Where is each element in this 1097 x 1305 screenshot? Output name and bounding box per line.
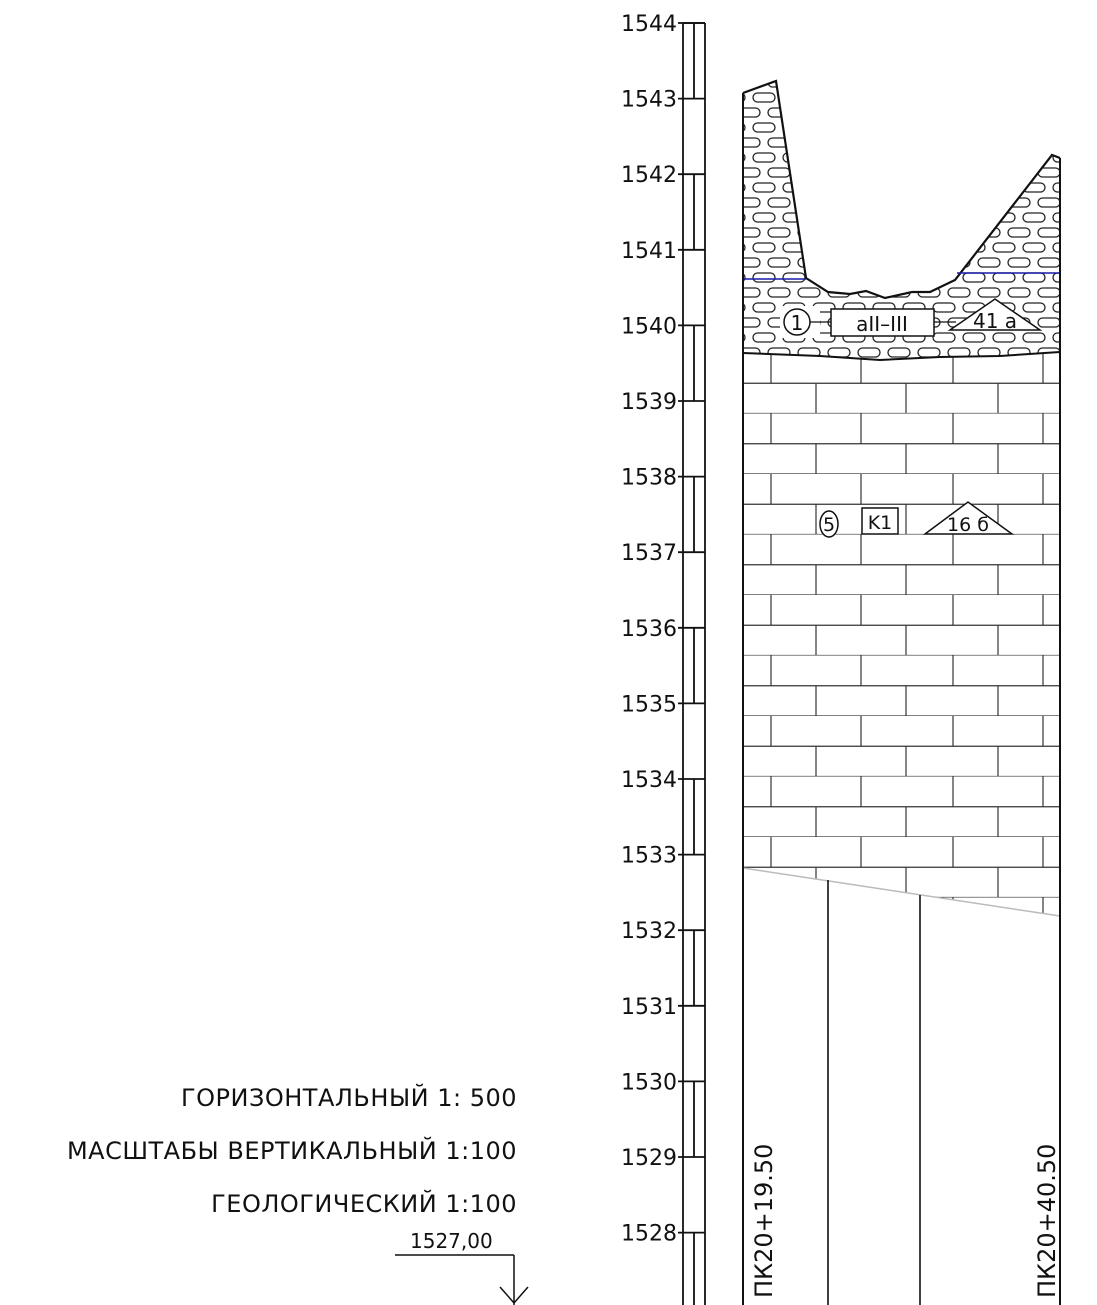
bottom-layer-index: K1 bbox=[868, 512, 893, 534]
top-layer-category: 41 a bbox=[973, 309, 1017, 333]
scale-label: 1533 bbox=[621, 844, 677, 869]
bottom-layer-category: 16 б bbox=[947, 514, 989, 536]
picket-label-right: ПК20+40.50 bbox=[1033, 1144, 1061, 1298]
scale-label: 1540 bbox=[621, 314, 677, 339]
scale-label: 1544 bbox=[621, 12, 677, 37]
scale-vertical-label: МАСШТАБЫ ВЕРТИКАЛЬНЫЙ 1:100 bbox=[67, 1136, 517, 1165]
scale-label: 1528 bbox=[621, 1222, 677, 1247]
top-layer-number: 1 bbox=[791, 311, 804, 335]
scale-label: 1529 bbox=[621, 1146, 677, 1171]
scale-label: 1539 bbox=[621, 390, 677, 415]
bottom-layer-number: 5 bbox=[823, 514, 835, 536]
scale-label: 1534 bbox=[621, 768, 677, 793]
scale-label: 1541 bbox=[621, 239, 677, 264]
layer-boundary-line bbox=[742, 351, 1061, 362]
scale-label: 1537 bbox=[621, 541, 677, 566]
bottom-layer-annotation: 5 K1 16 б bbox=[819, 501, 1015, 538]
datum-marker: 1527,00 bbox=[395, 1229, 529, 1305]
top-layer-index: aII–III bbox=[856, 312, 908, 336]
limestone-layer bbox=[743, 352, 1060, 916]
scale-label: 1543 bbox=[621, 88, 677, 113]
scale-label: 1532 bbox=[621, 919, 677, 944]
scale-label: 1538 bbox=[621, 466, 677, 491]
picket-label-left: ПК20+19.50 bbox=[750, 1144, 778, 1298]
top-layer-annotation: 1 aII–III 41 a bbox=[780, 298, 1043, 338]
scale-geological-label: ГЕОЛОГИЧЕСКИЙ 1:100 bbox=[211, 1189, 517, 1218]
scale-label: 1530 bbox=[621, 1070, 677, 1095]
scale-horizontal-label: ГОРИЗОНТАЛЬНЫЙ 1: 500 bbox=[181, 1083, 517, 1112]
fault-line bbox=[742, 867, 1061, 917]
scale-label: 1542 bbox=[621, 163, 677, 188]
elevation-scale: 1544 1543 1542 1541 1540 1539 1538 1537 1536 1535… bbox=[621, 12, 706, 1305]
scale-label: 1531 bbox=[621, 995, 677, 1020]
scale-label: 1535 bbox=[621, 692, 677, 717]
datum-value: 1527,00 bbox=[410, 1229, 493, 1253]
ground-surface-line bbox=[742, 79, 1061, 300]
scale-label: 1536 bbox=[621, 617, 677, 642]
